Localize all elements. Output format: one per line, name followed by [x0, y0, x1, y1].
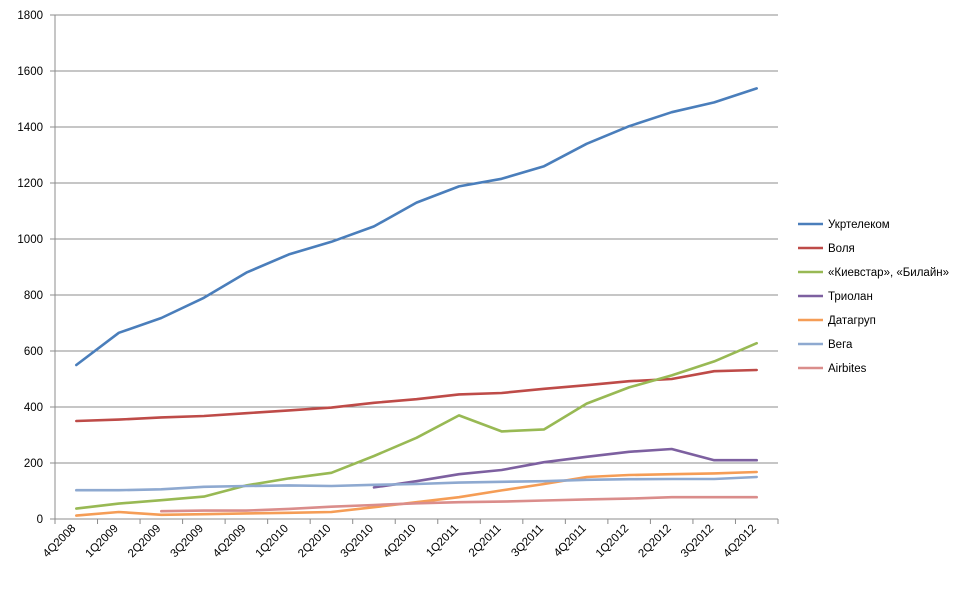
series-line — [75, 475, 759, 492]
x-tick-label: 3Q2010 — [339, 523, 376, 560]
x-tick-label: 1Q2009 — [83, 523, 120, 560]
y-tick-label: 400 — [24, 402, 43, 414]
y-tick-label: 600 — [24, 346, 43, 358]
legend-label: Датагруп — [828, 315, 876, 327]
series-lines — [75, 87, 759, 517]
y-tick-label: 1200 — [17, 178, 43, 190]
legend-label: Триолан — [828, 291, 873, 303]
series-line — [75, 341, 759, 510]
legend-label: Воля — [828, 243, 855, 255]
x-tick-label: 3Q2009 — [169, 523, 206, 560]
axes — [50, 14, 779, 524]
x-tick-label: 2Q2011 — [467, 523, 504, 560]
x-tick-label: 4Q2008 — [41, 523, 78, 560]
x-tick-label: 2Q2009 — [126, 523, 163, 560]
x-tick-label: 4Q2012 — [721, 523, 758, 560]
legend-label: Укртелеком — [828, 219, 890, 231]
x-tick-label: 4Q2011 — [552, 523, 589, 560]
y-tick-label: 1400 — [17, 122, 43, 134]
x-tick-label: 3Q2012 — [679, 523, 716, 560]
y-tick-label: 800 — [24, 290, 43, 302]
x-tick-label: 4Q2010 — [381, 523, 418, 560]
legend-label: Вега — [828, 339, 853, 351]
x-tick-label: 1Q2011 — [424, 523, 461, 560]
y-tick-label: 1600 — [17, 66, 43, 78]
legend: Укртелеком Воля «Киевстар», «Билайн» Триола… — [798, 219, 949, 375]
y-tick-label: 1000 — [17, 234, 43, 246]
y-tick-label: 200 — [24, 458, 43, 470]
series-line — [372, 447, 759, 489]
x-tick-label: 4Q2009 — [211, 523, 248, 560]
x-tick-label: 2Q2010 — [296, 523, 333, 560]
x-tick-label: 3Q2011 — [509, 523, 546, 560]
gridlines — [55, 14, 778, 464]
y-tick-label: 1800 — [17, 10, 43, 22]
legend-label: «Киевстар», «Билайн» — [828, 267, 949, 279]
legend-label: Airbites — [828, 363, 867, 375]
x-tick-label: 2Q2012 — [636, 523, 673, 560]
series-line — [75, 87, 759, 367]
x-tick-label: 1Q2010 — [254, 523, 291, 560]
series-line — [160, 495, 759, 513]
y-tick-label: 0 — [37, 514, 43, 526]
x-tick-label: 1Q2012 — [594, 523, 631, 560]
series-line — [75, 368, 759, 423]
